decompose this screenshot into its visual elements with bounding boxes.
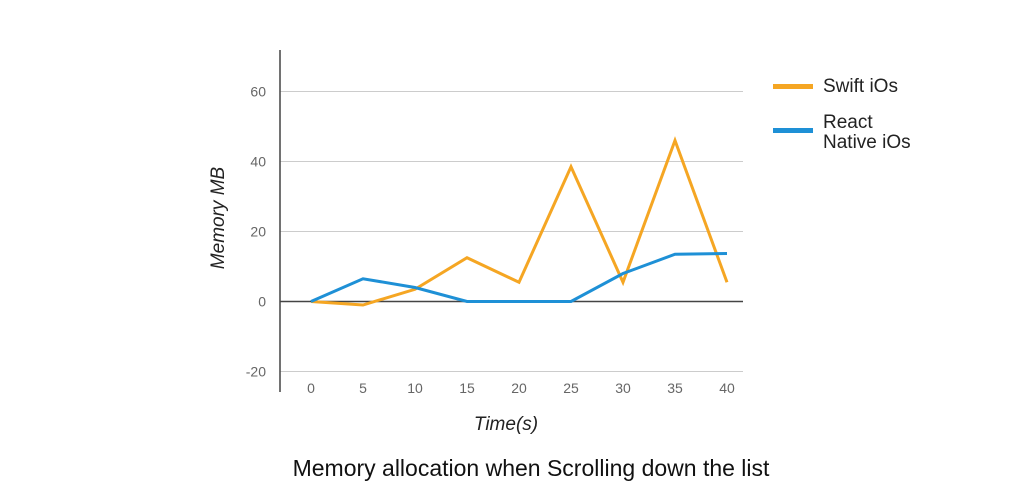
x-tick-label: 15: [459, 380, 475, 396]
chart-title: Memory allocation when Scrolling down th…: [293, 455, 770, 481]
x-tick-labels: 0 5 10 15 20 25 30 35 40: [307, 380, 735, 396]
y-axis-title: Memory MB: [208, 166, 229, 269]
x-tick-label: 40: [719, 380, 735, 396]
series-line-react-native-ios: [310, 252, 728, 303]
legend-label: React Native iOs: [823, 112, 911, 153]
legend-swatch: [773, 128, 813, 133]
x-tick-label: 25: [563, 380, 579, 396]
legend-swatch: [773, 84, 813, 89]
series-line-swift-ios: [310, 136, 729, 307]
x-tick-label: 30: [615, 380, 631, 396]
grid-lines: [280, 91, 743, 372]
legend: Swift iOs React Native iOs: [773, 76, 911, 153]
y-tick-label: 20: [250, 224, 266, 240]
x-tick-label: 5: [359, 380, 367, 396]
series-lines: [310, 136, 729, 307]
y-tick-label: 60: [250, 84, 266, 100]
y-tick-label: 40: [250, 154, 266, 170]
x-tick-label: 10: [407, 380, 423, 396]
y-tick-labels: -20 0 20 40 60: [246, 84, 266, 380]
legend-label: Swift iOs: [823, 76, 898, 97]
y-tick-label: 0: [258, 294, 266, 310]
x-axis-title: Time(s): [474, 414, 538, 435]
x-tick-label: 35: [667, 380, 683, 396]
x-tick-label: 20: [511, 380, 527, 396]
x-tick-label: 0: [307, 380, 315, 396]
y-tick-label: -20: [246, 364, 266, 380]
